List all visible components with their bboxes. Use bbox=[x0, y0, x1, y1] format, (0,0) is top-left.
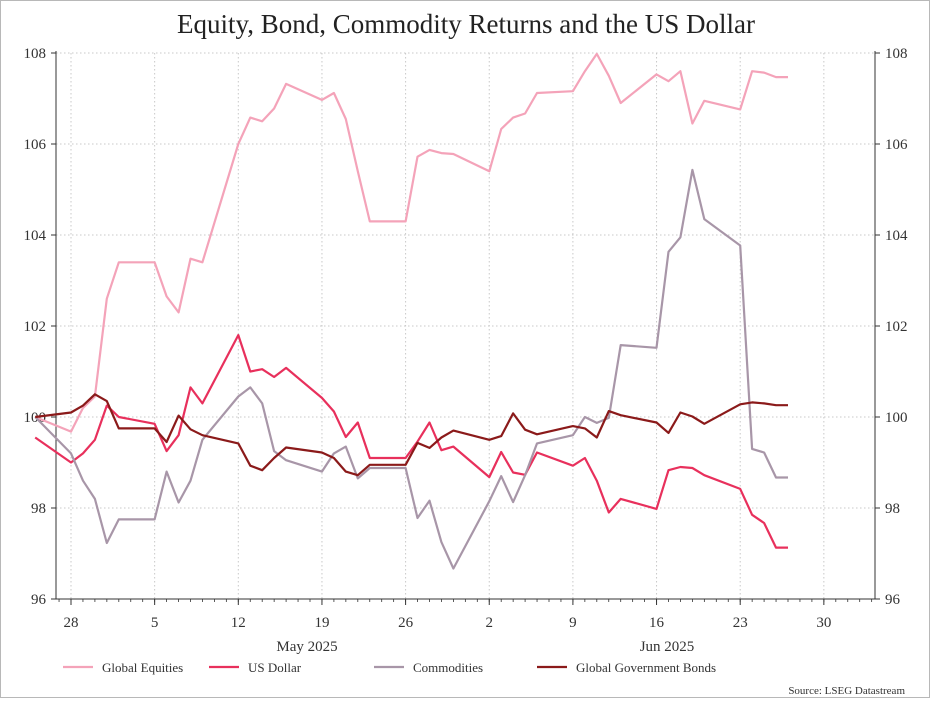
legend-label: Global Government Bonds bbox=[576, 660, 716, 675]
legend-label: US Dollar bbox=[248, 660, 302, 675]
x-tick-label: 26 bbox=[398, 615, 414, 631]
x-tick-label: 9 bbox=[569, 615, 577, 631]
legend-label: Commodities bbox=[413, 660, 483, 675]
y-tick-label-left: 106 bbox=[24, 137, 47, 153]
y-tick-label-left: 102 bbox=[24, 319, 47, 335]
y-tick-label-left: 108 bbox=[24, 46, 47, 62]
y-tick-label-left: 96 bbox=[31, 592, 47, 608]
x-tick-label: 30 bbox=[816, 615, 831, 631]
legend-label: Global Equities bbox=[102, 660, 183, 675]
x-tick-label: 19 bbox=[314, 615, 329, 631]
x-tick-label: 12 bbox=[231, 615, 246, 631]
y-tick-label-right: 102 bbox=[885, 319, 908, 335]
grid bbox=[56, 52, 875, 599]
y-tick-label-right: 96 bbox=[885, 592, 901, 608]
x-tick-label: 5 bbox=[151, 615, 159, 631]
series-line-global-government-bonds bbox=[35, 393, 788, 477]
x-tick-label: 28 bbox=[64, 615, 79, 631]
series-line-us-dollar bbox=[34, 334, 788, 549]
y-tick-label-right: 106 bbox=[885, 137, 908, 153]
series-lines bbox=[34, 52, 788, 570]
y-tick-label-left: 98 bbox=[31, 501, 46, 517]
series-line-commodities bbox=[34, 168, 788, 570]
x-month-label-may: May 2025 bbox=[276, 639, 337, 655]
y-tick-label-right: 98 bbox=[885, 501, 900, 517]
series-line-global-equities bbox=[34, 52, 788, 433]
y-tick-label-left: 104 bbox=[24, 228, 47, 244]
x-tick-label: 23 bbox=[733, 615, 748, 631]
x-month-label-jun: Jun 2025 bbox=[640, 639, 695, 655]
source-note: Source: LSEG Datastream bbox=[788, 685, 905, 697]
chart-title: Equity, Bond, Commodity Returns and the … bbox=[177, 9, 755, 39]
x-tick-label: 2 bbox=[486, 615, 494, 631]
x-tick-label: 16 bbox=[649, 615, 665, 631]
y-tick-label-right: 108 bbox=[885, 46, 908, 62]
legend: Global Equities US Dollar Commodities Globa… bbox=[63, 660, 716, 675]
y-tick-label-right: 104 bbox=[885, 228, 908, 244]
y-tick-label-right: 100 bbox=[885, 410, 908, 426]
